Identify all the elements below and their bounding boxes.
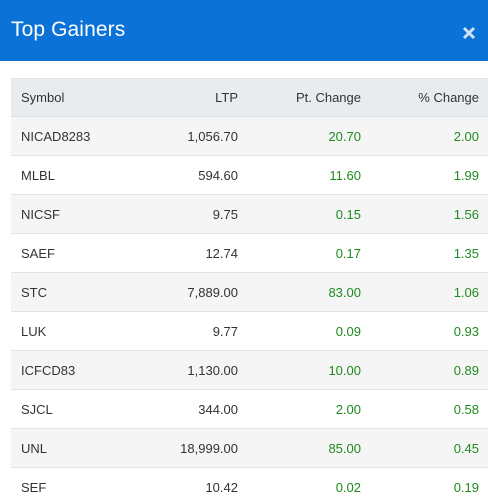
pct-change-cell: 0.89	[371, 350, 488, 390]
ltp-cell: 9.77	[144, 311, 248, 351]
close-icon	[462, 26, 476, 39]
modal-header: Top Gainers	[0, 0, 488, 61]
pt-change-cell: 2.00	[248, 389, 371, 429]
table-row[interactable]: SEF 10.42 0.02 0.19	[11, 467, 488, 500]
header-row: Symbol LTP Pt. Change % Change	[11, 78, 488, 117]
table-header: Symbol LTP Pt. Change % Change	[11, 78, 488, 117]
column-header-ltp[interactable]: LTP	[144, 78, 248, 117]
pt-change-cell: 0.09	[248, 311, 371, 351]
pct-change-cell: 2.00	[371, 116, 488, 156]
pct-change-cell: 1.56	[371, 194, 488, 234]
pt-change-cell: 0.15	[248, 194, 371, 234]
ltp-cell: 7,889.00	[144, 272, 248, 312]
table-row[interactable]: ICFCD83 1,130.00 10.00 0.89	[11, 350, 488, 390]
ltp-cell: 9.75	[144, 194, 248, 234]
close-button[interactable]	[460, 24, 478, 42]
symbol-cell: LUK	[11, 311, 144, 351]
pct-change-cell: 1.35	[371, 233, 488, 273]
pt-change-cell: 10.00	[248, 350, 371, 390]
table-row[interactable]: STC 7,889.00 83.00 1.06	[11, 272, 488, 312]
modal-body: Symbol LTP Pt. Change % Change NICAD8283…	[0, 61, 488, 500]
pt-change-cell: 20.70	[248, 116, 371, 156]
symbol-cell: MLBL	[11, 155, 144, 195]
pt-change-cell: 83.00	[248, 272, 371, 312]
pct-change-cell: 0.93	[371, 311, 488, 351]
symbol-cell: ICFCD83	[11, 350, 144, 390]
column-header-pct-change[interactable]: % Change	[371, 78, 488, 117]
modal-title: Top Gainers	[11, 17, 126, 41]
pt-change-cell: 85.00	[248, 428, 371, 468]
pct-change-cell: 0.19	[371, 467, 488, 500]
table-row[interactable]: NICSF 9.75 0.15 1.56	[11, 194, 488, 234]
column-header-pt-change[interactable]: Pt. Change	[248, 78, 371, 117]
ltp-cell: 12.74	[144, 233, 248, 273]
ltp-cell: 10.42	[144, 467, 248, 500]
symbol-cell: NICAD8283	[11, 116, 144, 156]
column-header-symbol[interactable]: Symbol	[11, 78, 144, 117]
ltp-cell: 1,056.70	[144, 116, 248, 156]
gainers-table: Symbol LTP Pt. Change % Change NICAD8283…	[11, 78, 488, 500]
pct-change-cell: 0.45	[371, 428, 488, 468]
table-row[interactable]: NICAD8283 1,056.70 20.70 2.00	[11, 116, 488, 156]
pct-change-cell: 1.06	[371, 272, 488, 312]
symbol-cell: SJCL	[11, 389, 144, 429]
symbol-cell: SAEF	[11, 233, 144, 273]
pct-change-cell: 1.99	[371, 155, 488, 195]
ltp-cell: 594.60	[144, 155, 248, 195]
table-row[interactable]: MLBL 594.60 11.60 1.99	[11, 155, 488, 195]
table-row[interactable]: LUK 9.77 0.09 0.93	[11, 311, 488, 351]
pt-change-cell: 11.60	[248, 155, 371, 195]
symbol-cell: STC	[11, 272, 144, 312]
ltp-cell: 1,130.00	[144, 350, 248, 390]
pct-change-cell: 0.58	[371, 389, 488, 429]
table-row[interactable]: UNL 18,999.00 85.00 0.45	[11, 428, 488, 468]
ltp-cell: 18,999.00	[144, 428, 248, 468]
table-row[interactable]: SAEF 12.74 0.17 1.35	[11, 233, 488, 273]
table-row[interactable]: SJCL 344.00 2.00 0.58	[11, 389, 488, 429]
ltp-cell: 344.00	[144, 389, 248, 429]
symbol-cell: NICSF	[11, 194, 144, 234]
symbol-cell: UNL	[11, 428, 144, 468]
symbol-cell: SEF	[11, 467, 144, 500]
pt-change-cell: 0.17	[248, 233, 371, 273]
pt-change-cell: 0.02	[248, 467, 371, 500]
table-body: NICAD8283 1,056.70 20.70 2.00 MLBL 594.60 11.6…	[11, 116, 488, 500]
